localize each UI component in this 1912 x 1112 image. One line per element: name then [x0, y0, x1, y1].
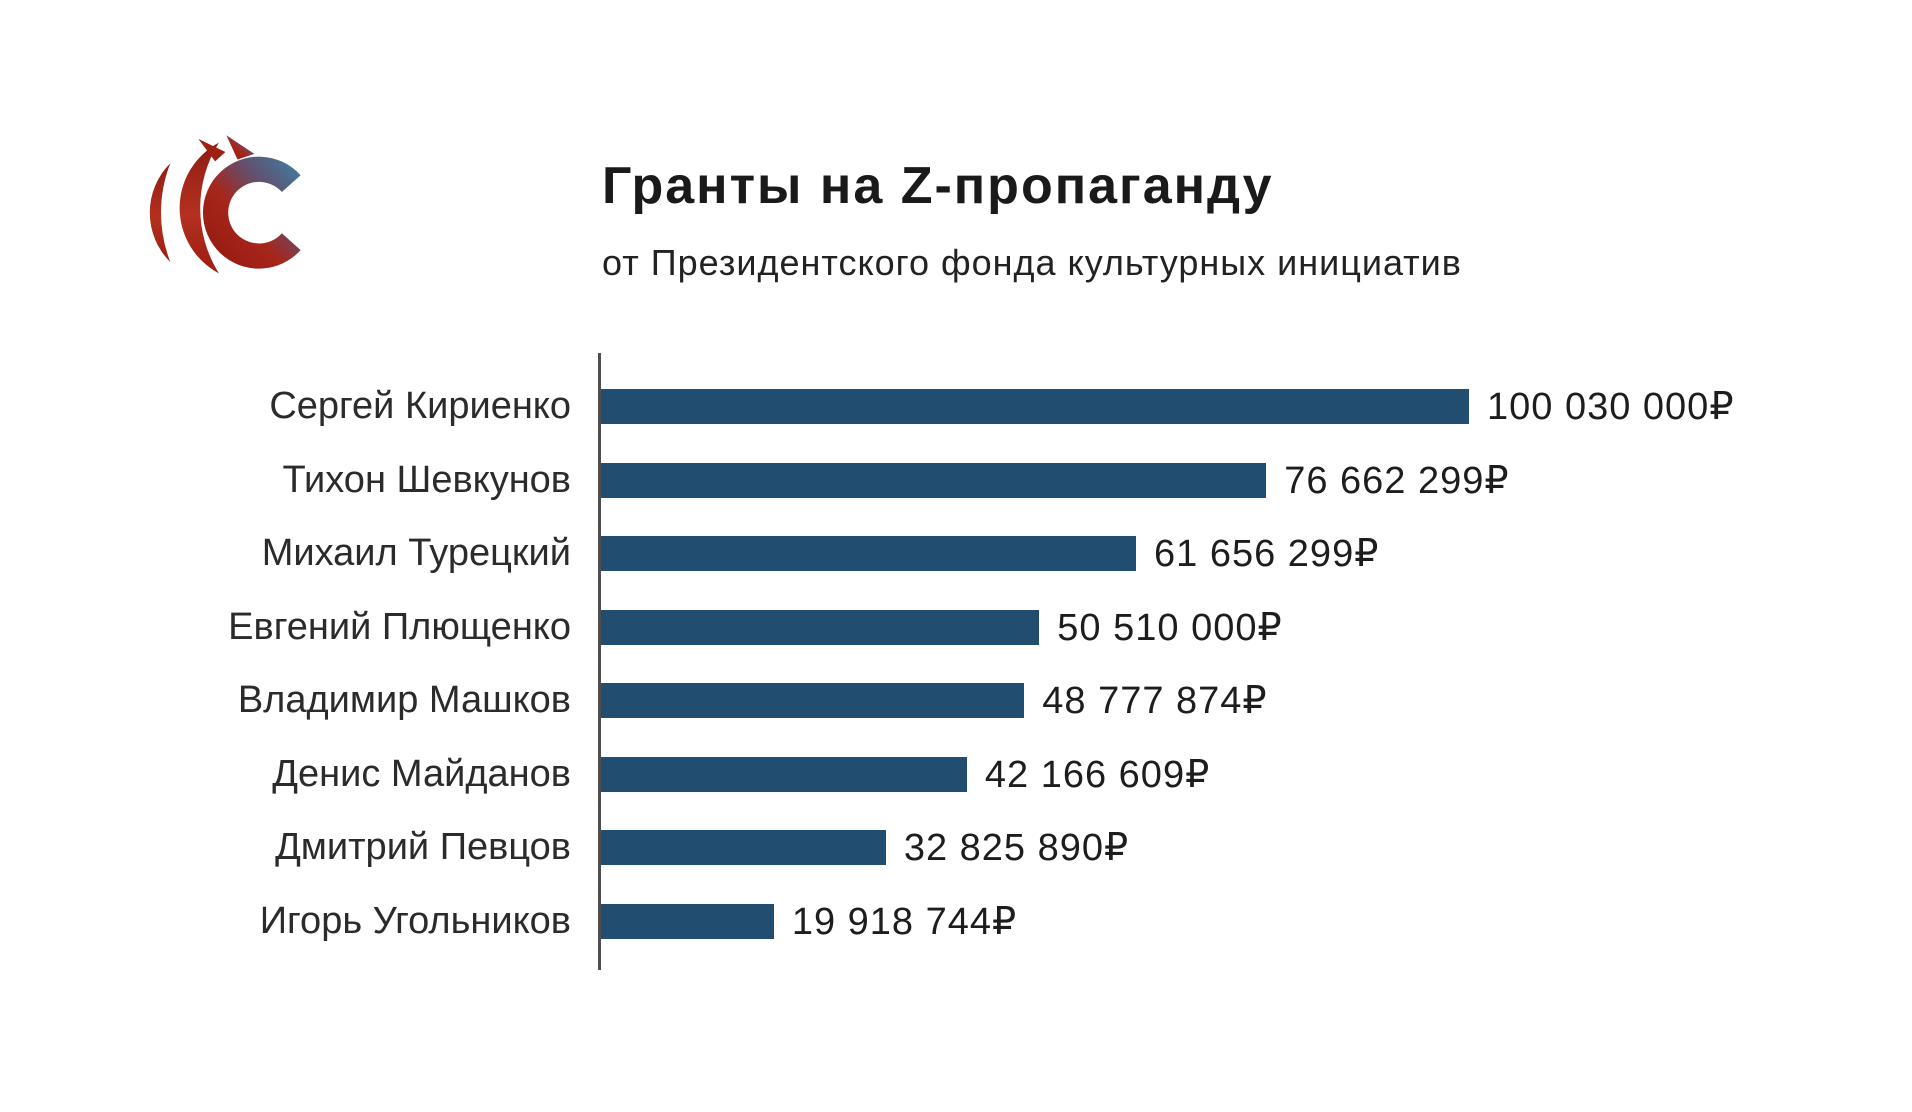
value-label: 76 662 299₽ [1284, 459, 1510, 502]
value-label: 42 166 609₽ [984, 753, 1211, 796]
bar [601, 683, 1025, 719]
category-label: Сергей Кириенко [269, 385, 571, 428]
bar [601, 462, 1267, 498]
value-label: 61 656 299₽ [1154, 533, 1380, 576]
bar [601, 609, 1040, 645]
page-subtitle: от Президентского фонда культурных иници… [602, 242, 1462, 283]
bar [601, 756, 967, 792]
bar [601, 536, 1137, 572]
category-label: Дмитрий Певцов [275, 826, 571, 869]
logo-c [202, 156, 301, 269]
bar [601, 830, 886, 866]
bar-row: Игорь Угольников 19 918 744₽ [0, 885, 1912, 959]
bar-row: Денис Майданов 42 166 609₽ [0, 738, 1912, 812]
chart-axis-line [598, 353, 601, 970]
sirena-logo [149, 135, 301, 274]
category-label: Владимир Машков [237, 679, 571, 722]
bar-row: Тихон Шевкунов 76 662 299₽ [0, 444, 1912, 518]
value-label: 32 825 890₽ [903, 827, 1130, 870]
bar [601, 903, 774, 939]
page-title: Гранты на Z-пропаганду [602, 157, 1274, 215]
value-label: 100 030 000₽ [1487, 386, 1735, 429]
bar-row: Михаил Турецкий 61 656 299₽ [0, 517, 1912, 591]
value-label: 19 918 744₽ [791, 900, 1018, 943]
category-label: Евгений Плющенко [228, 605, 571, 648]
category-label: Денис Майданов [272, 752, 571, 795]
bar-row: Сергей Кириенко 100 030 000₽ [0, 370, 1912, 444]
logo-wave-inner [179, 142, 219, 274]
bar-row: Дмитрий Певцов 32 825 890₽ [0, 811, 1912, 885]
bar [601, 389, 1469, 425]
bar-rows: Сергей Кириенко 100 030 000₽ Тихон Шевку… [0, 370, 1912, 958]
logo-c-flame [226, 135, 255, 160]
logo-wave-outer [149, 163, 171, 263]
value-label: 48 777 874₽ [1042, 680, 1268, 723]
bar-row: Владимир Машков 48 777 874₽ [0, 664, 1912, 738]
category-label: Тихон Шевкунов [282, 458, 571, 501]
category-label: Михаил Турецкий [261, 532, 571, 575]
value-label: 50 510 000₽ [1057, 606, 1283, 649]
bar-row: Евгений Плющенко 50 510 000₽ [0, 591, 1912, 665]
category-label: Игорь Угольников [259, 899, 571, 942]
logo-flame [198, 138, 226, 162]
